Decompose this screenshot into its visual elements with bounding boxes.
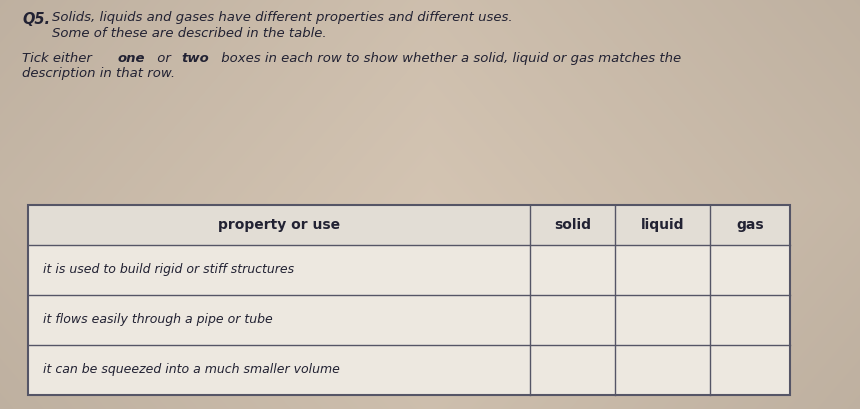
Text: Some of these are described in the table.: Some of these are described in the table… — [52, 27, 327, 40]
Text: it is used to build rigid or stiff structures: it is used to build rigid or stiff struc… — [43, 263, 294, 276]
Text: property or use: property or use — [218, 218, 340, 232]
Bar — [28, 205, 790, 395]
Text: boxes in each row to show whether a solid, liquid or gas matches the: boxes in each row to show whether a soli… — [218, 52, 682, 65]
Text: solid: solid — [554, 218, 591, 232]
Bar — [28, 205, 790, 245]
Text: liquid: liquid — [641, 218, 685, 232]
Text: it can be squeezed into a much smaller volume: it can be squeezed into a much smaller v… — [43, 364, 340, 377]
Text: Q5.: Q5. — [22, 12, 50, 27]
Bar — [28, 205, 790, 395]
Text: two: two — [181, 52, 210, 65]
Text: Tick either: Tick either — [22, 52, 96, 65]
Text: gas: gas — [736, 218, 764, 232]
Text: it flows easily through a pipe or tube: it flows easily through a pipe or tube — [43, 314, 273, 326]
Text: one: one — [118, 52, 145, 65]
Text: Solids, liquids and gases have different properties and different uses.: Solids, liquids and gases have different… — [52, 11, 513, 24]
Text: or: or — [153, 52, 175, 65]
Text: description in that row.: description in that row. — [22, 67, 175, 80]
